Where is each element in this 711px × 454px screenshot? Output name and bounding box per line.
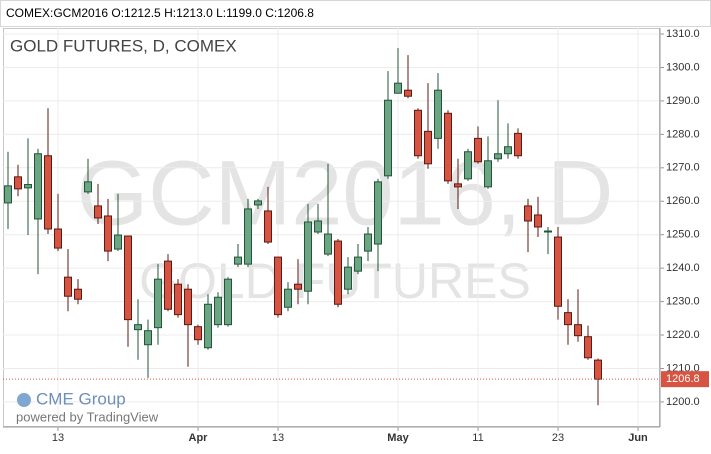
candle-body [314, 220, 322, 233]
candle-body [94, 205, 102, 219]
y-tick-label: 1240.0 [666, 262, 700, 274]
candle-body [454, 183, 462, 188]
candle-body [434, 89, 442, 139]
candle-body [494, 153, 502, 160]
candle-body [64, 276, 72, 297]
x-tick-label: 11 [472, 432, 483, 444]
y-tick-label: 1280.0 [666, 128, 700, 140]
logo-text: CME Group [36, 389, 126, 408]
candle-body [184, 288, 192, 326]
candle-body [24, 184, 32, 189]
chart-title: GOLD FUTURES, D, COMEX [10, 36, 237, 55]
candle-body [444, 112, 452, 182]
candle-body [174, 283, 182, 316]
x-tick-label: Jun [628, 432, 648, 444]
candle-body [424, 130, 432, 165]
x-tick-label: Apr [189, 432, 209, 444]
logo-globe [17, 393, 31, 407]
candle-body [384, 99, 392, 177]
candle-body [84, 181, 92, 193]
candle-body [254, 200, 262, 206]
candle-body [14, 176, 22, 190]
y-tick-label: 1200.0 [666, 396, 700, 408]
candle-body [4, 185, 12, 204]
candle-body [274, 256, 282, 316]
y-tick-label: 1270.0 [666, 162, 700, 174]
candle-body [234, 256, 242, 265]
candles [4, 48, 602, 406]
x-tick-label: 13 [52, 432, 64, 444]
candle-body [54, 228, 62, 249]
candle-body [594, 359, 602, 380]
candle-body [524, 205, 532, 222]
candle-body [334, 240, 342, 305]
candle-body [544, 230, 552, 233]
x-tick-label: 13 [272, 432, 284, 444]
y-tick-label: 1290.0 [666, 95, 700, 107]
candle-body [354, 256, 362, 272]
candle-body [194, 326, 202, 341]
candle-body [74, 288, 82, 300]
symbol-line: COMEX:GCM2016 O:1212.5 H:1213.0 L:1199.0… [6, 6, 314, 20]
grid [3, 28, 660, 427]
candle-body [114, 234, 122, 250]
candle-body [244, 208, 252, 265]
candle-body [484, 160, 492, 188]
candle-body [534, 214, 542, 228]
powered-by: powered by TradingView [16, 409, 159, 424]
candle-body [374, 181, 382, 245]
candle-body [514, 132, 522, 157]
candle-body [404, 89, 412, 97]
candle-body [154, 278, 162, 329]
y-tick-label: 1300.0 [666, 61, 700, 73]
x-tick-label: May [387, 432, 409, 444]
candle-body [214, 296, 222, 326]
x-tick-label: 23 [552, 432, 564, 444]
candle-body [564, 312, 572, 326]
last-price-label: 1206.8 [666, 373, 700, 385]
candle-body [134, 324, 142, 331]
candle-body [504, 146, 512, 155]
logo: CME Group powered by TradingView [16, 389, 159, 424]
candle-body [414, 109, 422, 157]
candle-body [394, 82, 402, 94]
candle-body [474, 137, 482, 163]
candle-body [164, 260, 172, 310]
candle-body [364, 233, 372, 252]
candle-body [224, 278, 232, 326]
watermark: GCM2016, D [77, 142, 614, 244]
candle-body [574, 324, 582, 337]
candle-body [294, 283, 302, 290]
candle-body [44, 155, 52, 230]
last-price-box [661, 371, 709, 388]
candle-body [144, 330, 152, 346]
y-tick-label: 1220.0 [666, 329, 700, 341]
candle-body [104, 215, 112, 252]
symbol-bar [0, 0, 711, 27]
candle-body [324, 233, 332, 255]
candle-body [304, 221, 312, 292]
candle-body [264, 210, 272, 243]
candle-body [124, 235, 132, 321]
y-tick-label: 1230.0 [666, 295, 700, 307]
candle-body [464, 151, 472, 180]
candle-body [284, 288, 292, 308]
y-tick-label: 1250.0 [666, 229, 700, 241]
y-tick-label: 1260.0 [666, 195, 700, 207]
candle-body [554, 236, 562, 307]
candle-body [584, 336, 592, 359]
candle-body [204, 303, 212, 349]
candle-body [34, 153, 42, 220]
candle-body [344, 266, 352, 290]
y-tick-label: 1310.0 [666, 28, 700, 40]
